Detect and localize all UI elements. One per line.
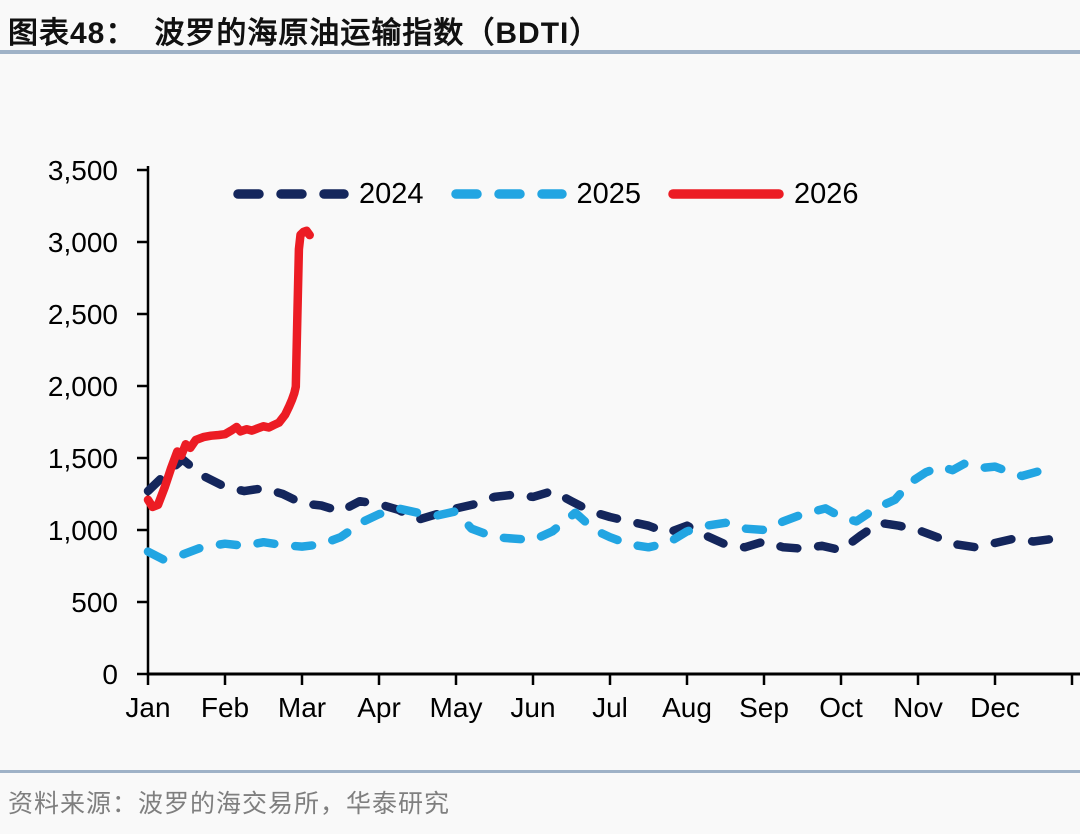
title-divider — [0, 50, 1080, 54]
x-tick-label: Dec — [970, 692, 1020, 723]
x-tick-label: May — [430, 692, 483, 723]
legend-label-2026: 2026 — [794, 177, 859, 210]
y-tick-label: 3,500 — [48, 155, 118, 186]
x-tick-label: Jul — [592, 692, 628, 723]
series-line-2024 — [143, 455, 1054, 555]
y-tick-label: 3,000 — [48, 227, 118, 258]
legend-item-2026: 2026 — [667, 178, 859, 211]
figure-title: 波罗的海原油运输指数（BDTI） — [154, 17, 601, 50]
footer-divider — [0, 770, 1080, 773]
chart-title: 图表48： 波罗的海原油运输指数（BDTI） — [8, 8, 600, 50]
x-tick-label: Jun — [510, 692, 555, 723]
y-tick-label: 1,000 — [48, 515, 118, 546]
series-line-2025 — [143, 459, 1042, 564]
x-tick-label: Feb — [201, 692, 249, 723]
figure-number: 图表48： — [8, 17, 137, 50]
chart-legend: 2024 2025 2026 — [232, 172, 859, 216]
x-tick-label: Sep — [739, 692, 789, 723]
y-tick-label: 2,500 — [48, 299, 118, 330]
y-tick-label: 500 — [71, 587, 118, 618]
x-tick-label: Nov — [893, 692, 943, 723]
x-tick-label: Jan — [125, 692, 170, 723]
series-line-2026 — [143, 226, 314, 512]
legend-swatch-2025-icon — [450, 189, 567, 199]
legend-label-2025: 2025 — [576, 177, 642, 210]
x-tick-label: Aug — [662, 692, 712, 723]
x-tick-label: Apr — [357, 692, 401, 723]
legend-label-2024: 2024 — [359, 177, 424, 210]
legend-item-2024: 2024 — [232, 178, 424, 211]
bdti-line-chart: 0 500 1,000 1,500 2,000 2,500 3,000 3,500 Jan Feb… — [48, 155, 1080, 723]
y-tick-label: 0 — [102, 659, 118, 690]
y-tick-label: 2,000 — [48, 371, 118, 402]
legend-swatch-2026-icon — [668, 189, 784, 199]
x-tick-label: Mar — [278, 692, 326, 723]
legend-swatch-2024-icon — [233, 189, 349, 199]
y-tick-label: 1,500 — [48, 443, 118, 474]
x-tick-label: Oct — [819, 692, 863, 723]
legend-item-2025: 2025 — [450, 177, 642, 211]
data-source: 资料来源：波罗的海交易所，华泰研究 — [8, 791, 451, 818]
